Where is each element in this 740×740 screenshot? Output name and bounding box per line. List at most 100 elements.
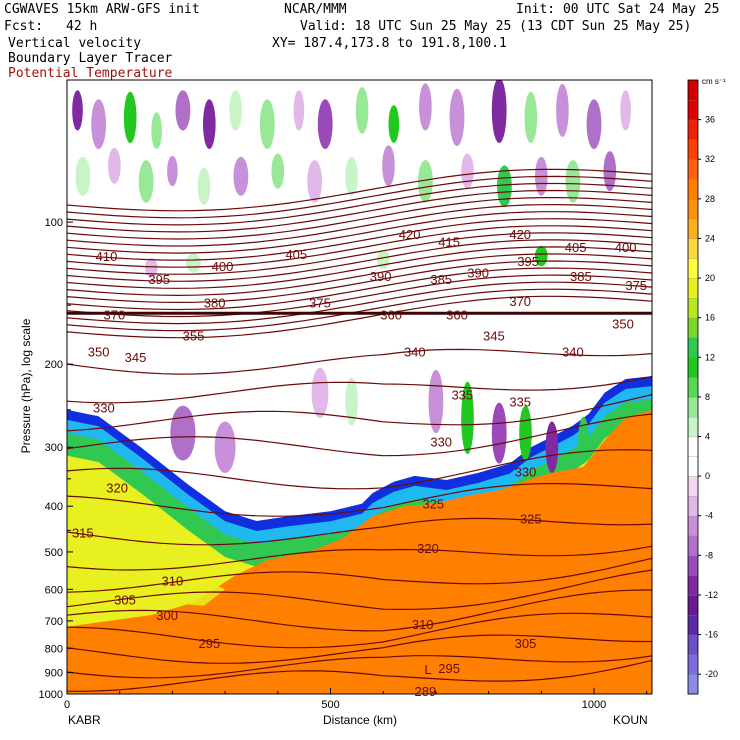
theta-contour xyxy=(67,211,652,254)
theta-contour xyxy=(67,449,652,490)
colorbar-label: 8 xyxy=(705,392,710,402)
theta-label: 305 xyxy=(515,636,537,651)
colorbar-swatch xyxy=(687,436,699,457)
velocity-contour xyxy=(214,421,236,473)
velocity-contour xyxy=(145,258,158,278)
velocity-contour xyxy=(497,165,512,208)
theta-label: 390 xyxy=(370,269,392,284)
velocity-contour xyxy=(586,99,602,149)
theta-label: 350 xyxy=(612,317,634,332)
theta-label: 345 xyxy=(483,329,505,344)
theta-label: 415 xyxy=(438,235,460,250)
velocity-contour xyxy=(307,160,323,203)
velocity-contour xyxy=(72,90,83,131)
velocity-contour xyxy=(355,87,369,134)
theta-label: 380 xyxy=(204,295,226,310)
velocity-contour xyxy=(311,367,329,418)
colorbar-swatch xyxy=(687,238,699,259)
model-title: CGWAVES 15km ARW-GFS init xyxy=(4,2,200,17)
theta-contour xyxy=(67,375,652,404)
valid-time: Valid: 18 UTC Sun 25 May 25 (13 CDT Sun … xyxy=(300,19,692,34)
theta-contour xyxy=(67,394,652,432)
theta-label: 400 xyxy=(212,259,234,274)
velocity-contour xyxy=(565,160,581,203)
colorbar-swatch xyxy=(687,495,699,517)
theta-contour xyxy=(67,239,652,282)
theta-label: 405 xyxy=(285,247,307,262)
colorbar-swatch xyxy=(687,654,699,675)
theta-label: 320 xyxy=(417,541,439,556)
colorbar-swatch xyxy=(687,674,699,695)
colorbar-label: -16 xyxy=(705,630,718,640)
velocity-contour xyxy=(519,405,532,461)
colorbar-swatch xyxy=(687,198,699,220)
colorbar-swatch xyxy=(687,535,699,556)
velocity-contour xyxy=(197,167,211,205)
theta-label: 345 xyxy=(125,350,147,365)
theta-contour xyxy=(67,168,652,212)
theta-label: 405 xyxy=(565,240,587,255)
forecast-label: Fcst: xyxy=(4,19,44,34)
theta-contour xyxy=(67,197,652,240)
theta-label: 355 xyxy=(183,329,205,344)
theta-label: 325 xyxy=(422,497,444,512)
colorbar-swatch xyxy=(687,357,699,378)
velocity-contour xyxy=(556,83,569,137)
theta-label: 300 xyxy=(156,608,178,623)
colorbar-swatch xyxy=(687,475,699,497)
x-axis-label: Distance (km) xyxy=(323,713,397,727)
velocity-contour xyxy=(170,405,196,461)
velocity-contour xyxy=(449,88,465,146)
colorbar-label: 24 xyxy=(705,233,715,243)
theta-label: L xyxy=(424,662,431,677)
colorbar-label: 28 xyxy=(705,194,715,204)
theta-contour xyxy=(67,517,652,546)
theta-contour xyxy=(67,218,652,261)
theta-contour xyxy=(67,612,652,649)
velocity-contour xyxy=(491,80,507,143)
velocity-contour xyxy=(167,155,178,187)
theta-contour xyxy=(67,175,652,219)
velocity-contour xyxy=(428,369,444,434)
velocity-contour xyxy=(419,83,432,131)
theta-label: 350 xyxy=(88,345,110,360)
theta-contour xyxy=(67,182,652,226)
velocity-contour xyxy=(376,249,390,270)
theta-label: 335 xyxy=(509,395,531,410)
theta-label: 360 xyxy=(380,308,402,323)
theta-label: 420 xyxy=(509,227,531,242)
colorbar-label: 36 xyxy=(705,115,715,125)
colorbar-swatch xyxy=(687,396,699,418)
colorbar-swatch xyxy=(687,218,699,240)
theta-label: 410 xyxy=(96,249,118,264)
theta-label: 340 xyxy=(404,345,426,360)
theta-label: 315 xyxy=(72,526,94,541)
theta-contour xyxy=(67,655,652,679)
velocity-contour xyxy=(75,156,91,196)
colorbar-swatch xyxy=(687,258,699,279)
theta-contour xyxy=(67,246,652,289)
velocity-contour xyxy=(108,147,121,184)
theta-label: 375 xyxy=(309,295,331,310)
velocity-contour xyxy=(186,252,201,273)
y-axis-label: Pressure (hPa), log scale xyxy=(19,318,33,453)
theta-contour xyxy=(67,232,652,275)
theta-label: 385 xyxy=(570,269,592,284)
theta-contour xyxy=(67,589,652,632)
theta-label: 395 xyxy=(517,254,539,269)
colorbar-swatch xyxy=(687,178,699,200)
velocity-contour xyxy=(382,145,395,187)
theta-label: 310 xyxy=(412,617,434,632)
theta-contour xyxy=(67,260,652,304)
colorbar-label: 12 xyxy=(705,352,715,362)
theta-label: 330 xyxy=(515,465,537,480)
field-vertical-velocity: Vertical velocity xyxy=(8,36,142,51)
y-tick-label: 500 xyxy=(45,547,63,559)
velocity-contour xyxy=(233,156,249,196)
theta-label: 375 xyxy=(625,278,647,293)
velocity-contour xyxy=(491,402,507,464)
residual-layer-tongue xyxy=(67,516,226,606)
theta-label: 390 xyxy=(467,266,489,281)
theta-contour xyxy=(67,274,652,318)
colorbar-swatch xyxy=(687,119,699,140)
